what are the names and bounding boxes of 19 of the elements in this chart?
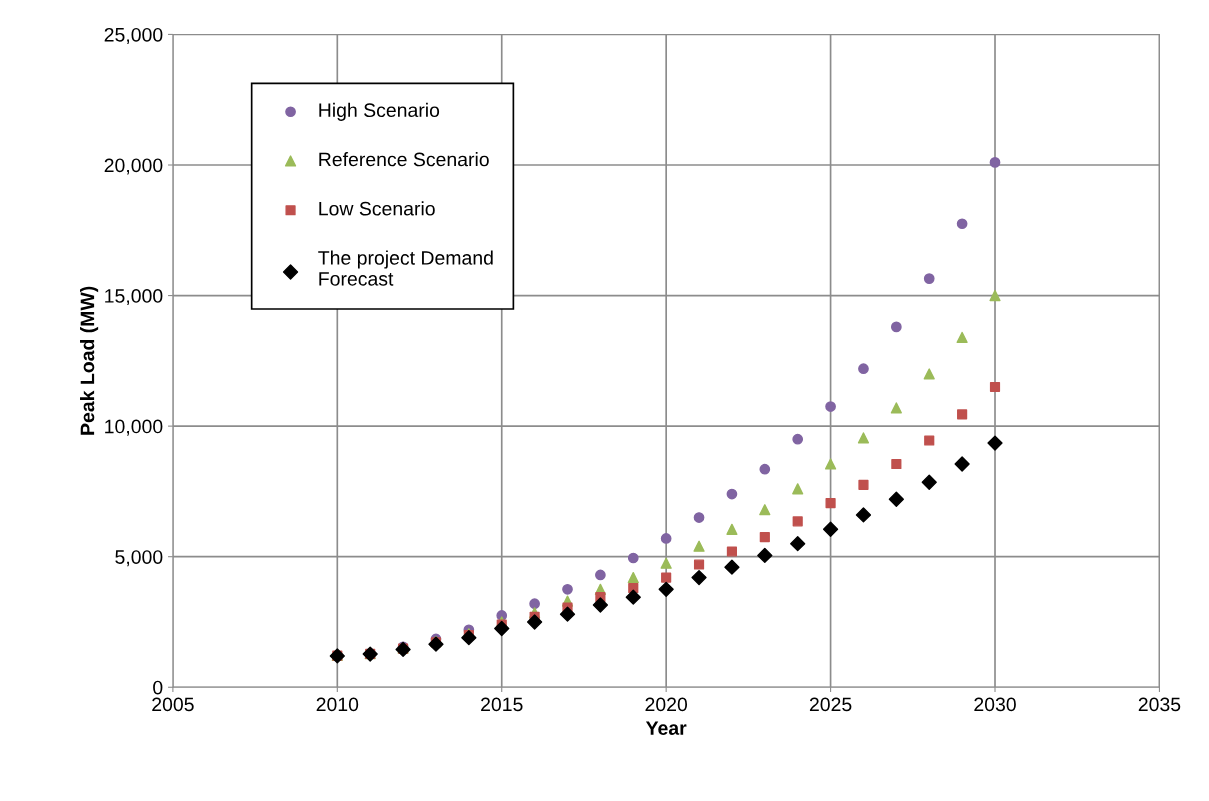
x-tick-label: 2010	[316, 697, 359, 712]
legend-label: High Scenario	[319, 102, 440, 121]
y-tick-label: 20,000	[104, 158, 163, 175]
x-tick-label: 2020	[645, 697, 688, 712]
y-tick-label: 5,000	[115, 550, 163, 567]
x-tick-label: 2025	[809, 697, 852, 712]
x-tick-label: 2030	[974, 697, 1016, 712]
legend-label: The project Demand Forecast	[318, 250, 493, 286]
y-tick-label: 25,000	[104, 27, 163, 44]
x-tick-label: 2005	[152, 697, 194, 712]
x-tick-label: 2015	[481, 697, 523, 712]
legend-label: Reference Scenario	[319, 152, 489, 167]
legend-label: Low Scenario	[319, 201, 435, 216]
y-axis-title: Peak Load (MW)	[80, 286, 99, 435]
x-axis-title: Year	[645, 721, 687, 735]
x-tick-label: 2035	[1138, 697, 1181, 712]
y-tick-label: 15,000	[105, 289, 163, 306]
y-tick-label: 10,000	[105, 419, 163, 436]
y-tick-label: 0	[153, 680, 163, 695]
